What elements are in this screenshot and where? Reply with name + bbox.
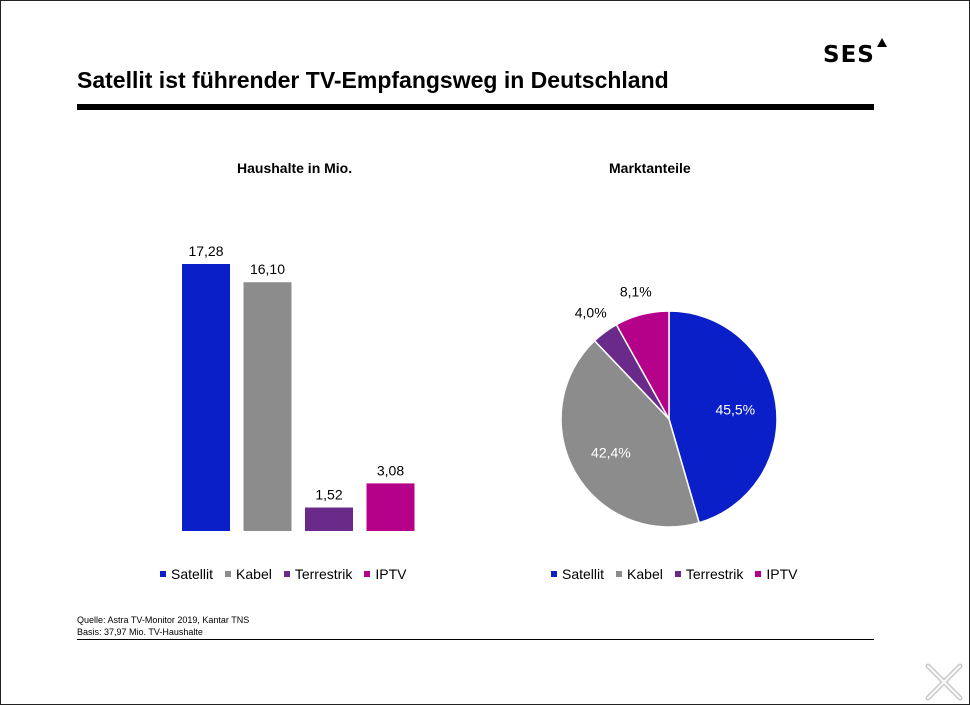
bar-legend-item-iptv: IPTV [364,566,407,582]
bar-value-label-iptv: 3,08 [377,462,404,478]
bar-legend-label-terrestrik: Terrestrik [294,566,353,582]
source-note: Quelle: Astra TV-Monitor 2019, Kantar TN… [77,614,249,638]
bar-legend-item-satellit: Satellit [160,566,213,582]
pie-value-label-kabel: 42,4% [591,444,631,460]
pie-legend-swatch-satellit [551,571,557,577]
bar-legend-label-satellit: Satellit [171,566,214,582]
pie-value-label-satellit: 45,5% [715,402,755,418]
bar-legend-swatch-kabel [225,571,232,577]
bar-legend-swatch-iptv [364,571,371,577]
bar-legend-label-kabel: Kabel [236,566,272,582]
bar-chart-title: Haushalte in Mio. [237,160,353,176]
source-line-1: Quelle: Astra TV-Monitor 2019, Kantar TN… [77,615,250,625]
pie-chart-legend: Satellit Kabel Terrestrik IPTV [551,566,810,582]
bar-legend-item-kabel: Kabel [225,566,272,582]
footer-divider [77,639,874,640]
page-title: Satellit ist führender TV-Empfangsweg in… [77,67,669,93]
pie-legend-label-iptv: IPTV [766,566,798,582]
pie-legend-label-kabel: Kabel [627,566,663,582]
logo-triangle-icon [877,38,887,47]
bar-legend-item-terrestrik: Terrestrik [283,566,353,582]
bar-legend-swatch-terrestrik [283,571,290,577]
bar-terrestrik [305,507,353,531]
pie-legend-swatch-terrestrik [674,571,681,577]
pie-legend-swatch-iptv [755,571,762,577]
pie-slice-kabel [560,339,701,528]
pie-slice-iptv [615,310,670,422]
pie-legend-label-satellit: Satellit [562,566,605,582]
source-line-2: Basis: 37,97 Mio. TV-Haushalte [77,627,203,637]
pie-value-label-terrestrik: 4,0% [575,305,607,321]
bar-iptv [366,483,415,531]
close-icon[interactable] [922,660,966,704]
pie-chart-title: Marktanteile [609,160,691,176]
bar-legend-label-iptv: IPTV [375,566,407,582]
pie-legend-item-terrestrik: Terrestrik [674,566,744,582]
title-divider [77,104,874,110]
bar-kabel [243,282,292,531]
ses-logo: SES [823,42,875,68]
pie-legend-label-terrestrik: Terrestrik [685,566,744,582]
bar-chart-legend: Satellit Kabel Terrestrik IPTV [160,566,419,582]
bar-value-label-kabel: 16,10 [250,261,285,277]
pie-legend-swatch-kabel [616,571,623,577]
pie-slice-satellit [668,310,778,524]
bar-value-label-satellit: 17,28 [188,243,223,259]
pie-legend-item-kabel: Kabel [616,566,663,582]
pie-legend-item-iptv: IPTV [755,566,798,582]
pie-legend-item-satellit: Satellit [551,566,604,582]
bar-value-label-terrestrik: 1,52 [315,487,342,503]
pie-value-label-iptv: 8,1% [620,283,652,299]
bar-legend-swatch-satellit [160,571,166,577]
bar-satellit [182,264,230,531]
